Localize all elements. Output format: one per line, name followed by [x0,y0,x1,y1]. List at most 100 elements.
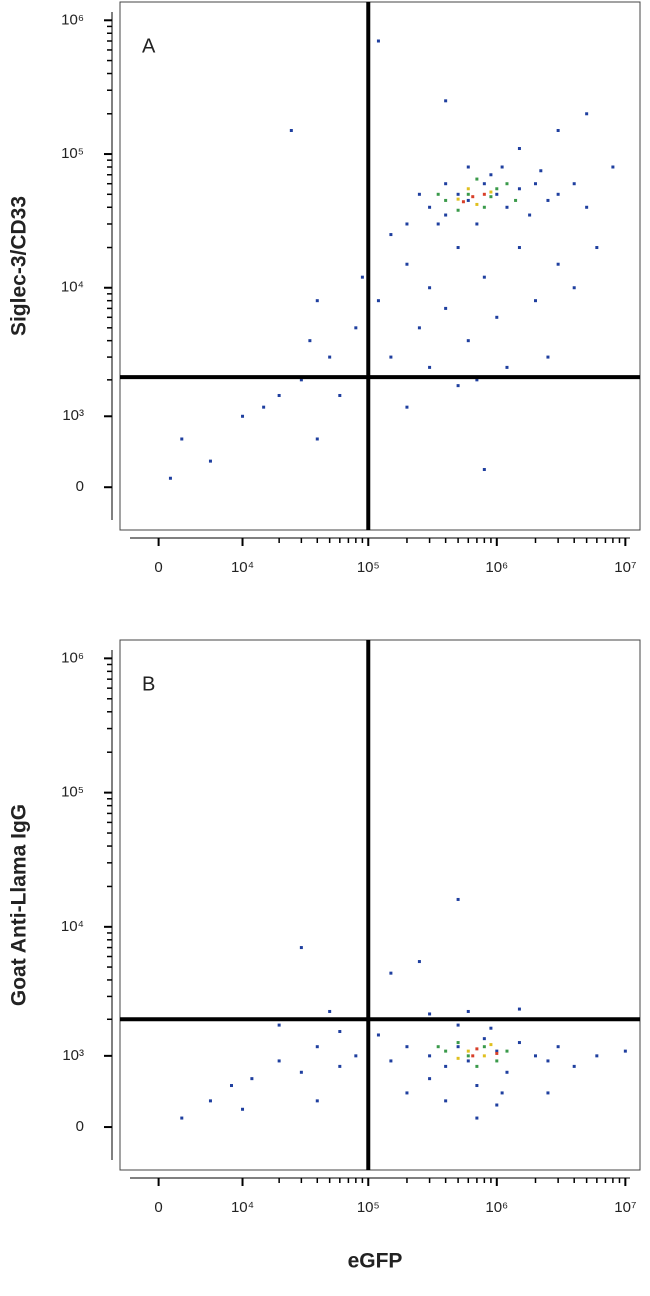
y-tick-label: 10⁵ [61,145,84,162]
event-dot [436,222,440,226]
plot-frame [119,639,641,1171]
x-tick-label: 10⁶ [485,559,508,576]
event-dot [533,182,537,186]
event-dot [505,1049,509,1053]
event-dot [315,1099,319,1103]
panel-letter: B [142,673,155,695]
event-dot [505,205,509,209]
event-dot [241,414,245,418]
event-dot [546,1091,550,1095]
event-dot [495,1103,499,1107]
event-dot [315,299,319,303]
x-tick-label: 10⁷ [614,1199,636,1216]
x-tick-label: 10⁶ [485,1199,508,1216]
event-dot [405,1091,409,1095]
event-dot [482,192,486,196]
event-dot [495,192,499,196]
event-dot [489,1026,493,1030]
event-dot [277,393,281,397]
event-dot [376,39,380,43]
event-dot [456,1041,460,1045]
event-dot [338,1064,342,1068]
event-dot [180,437,184,441]
event-dot [405,405,409,409]
event-dot [461,200,465,204]
event-dot [471,1054,475,1058]
event-dot [489,190,493,194]
event-dot [389,233,393,237]
event-dot [595,1054,599,1058]
event-dot [475,1084,479,1088]
event-dot [546,355,550,359]
event-dot [444,99,448,103]
event-dot [489,195,493,199]
x-axis-title: eGFP [348,1250,403,1273]
event-dot [436,1045,440,1049]
event-dot [262,405,266,409]
event-dot [250,1077,254,1081]
x-tick-label: 10⁷ [614,559,636,576]
event-dot [405,262,409,266]
event-dot [456,192,460,196]
event-dot [489,173,493,177]
event-dot [229,1084,233,1088]
event-dot [466,198,470,202]
x-tick-label: 0 [154,559,162,576]
y-axis-title: Goat Anti-Llama IgG [8,804,31,1006]
event-dot [208,1099,212,1103]
event-dot [482,275,486,279]
event-dot [444,1049,448,1053]
event-dot [495,187,499,191]
event-dot [517,147,521,151]
event-dot [444,1099,448,1103]
event-dot [482,182,486,186]
event-dot [500,165,504,169]
event-dot [556,128,560,132]
event-dot [168,476,172,480]
event-dot [585,112,589,116]
event-dot [475,1064,479,1068]
event-dot [517,187,521,191]
event-dot [354,1054,358,1058]
event-dot [376,299,380,303]
event-dot [428,365,432,369]
event-dot [308,339,312,343]
event-dot [208,459,212,463]
event-dot [517,246,521,250]
event-dot [495,1049,499,1053]
event-dot [338,1030,342,1034]
event-dot [505,1070,509,1074]
panel: 0 10⁴ 10⁵ 10⁶ 10⁷ 0 10³ 10⁴ 10⁵ 10⁶ A Siglec-3/CD33 [8,1,641,576]
event-dot [444,198,448,202]
event-dot [505,365,509,369]
event-dot [389,1059,393,1063]
event-dot [495,1059,499,1063]
event-dot [482,468,486,472]
event-dot [533,1054,537,1058]
x-tick-label: 10⁴ [231,1199,254,1216]
y-tick-label: 10⁶ [61,11,84,28]
event-dot [585,205,589,209]
event-dot [315,437,319,441]
event-dot [428,1077,432,1081]
event-dot [466,1059,470,1063]
event-dot [444,306,448,310]
event-dot [428,1054,432,1058]
event-dot [482,1037,486,1041]
panel-letter: A [142,35,156,57]
plot-frame [119,1,641,531]
event-dot [475,1116,479,1120]
event-dot [289,128,293,132]
y-tick-label: 0 [76,1118,84,1135]
event-dot [456,1045,460,1049]
x-tick-label: 10⁴ [231,559,254,576]
event-dot [299,1070,303,1074]
event-dot [354,326,358,330]
event-dot [471,195,475,199]
event-dot [466,192,470,196]
event-dot [360,275,364,279]
event-dot [556,1045,560,1049]
event-dot [572,286,576,290]
event-dot [180,1116,184,1120]
event-dot [417,192,421,196]
